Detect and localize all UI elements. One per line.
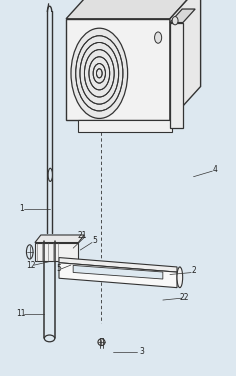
Ellipse shape <box>155 32 162 43</box>
Text: 5: 5 <box>92 236 97 245</box>
Polygon shape <box>35 243 78 261</box>
Text: 12: 12 <box>26 261 35 270</box>
Polygon shape <box>59 258 177 272</box>
Text: 22: 22 <box>179 293 189 302</box>
Ellipse shape <box>172 17 178 25</box>
Ellipse shape <box>44 335 55 342</box>
Polygon shape <box>73 265 163 279</box>
Text: 11: 11 <box>17 309 26 318</box>
Text: 5: 5 <box>57 264 61 273</box>
Text: 3: 3 <box>139 347 144 356</box>
Polygon shape <box>66 0 201 19</box>
Ellipse shape <box>98 339 105 346</box>
Ellipse shape <box>44 237 55 244</box>
Polygon shape <box>78 120 172 132</box>
Polygon shape <box>170 0 201 120</box>
Text: 2: 2 <box>191 266 196 275</box>
Text: 1: 1 <box>19 204 24 213</box>
Polygon shape <box>59 263 177 288</box>
Text: 4: 4 <box>212 165 217 174</box>
Polygon shape <box>170 9 195 23</box>
Ellipse shape <box>71 28 128 118</box>
Polygon shape <box>35 235 84 243</box>
Ellipse shape <box>26 245 33 259</box>
Text: 21: 21 <box>78 230 87 240</box>
Ellipse shape <box>177 267 183 288</box>
Polygon shape <box>170 23 183 128</box>
Ellipse shape <box>48 168 52 182</box>
Polygon shape <box>66 19 170 120</box>
